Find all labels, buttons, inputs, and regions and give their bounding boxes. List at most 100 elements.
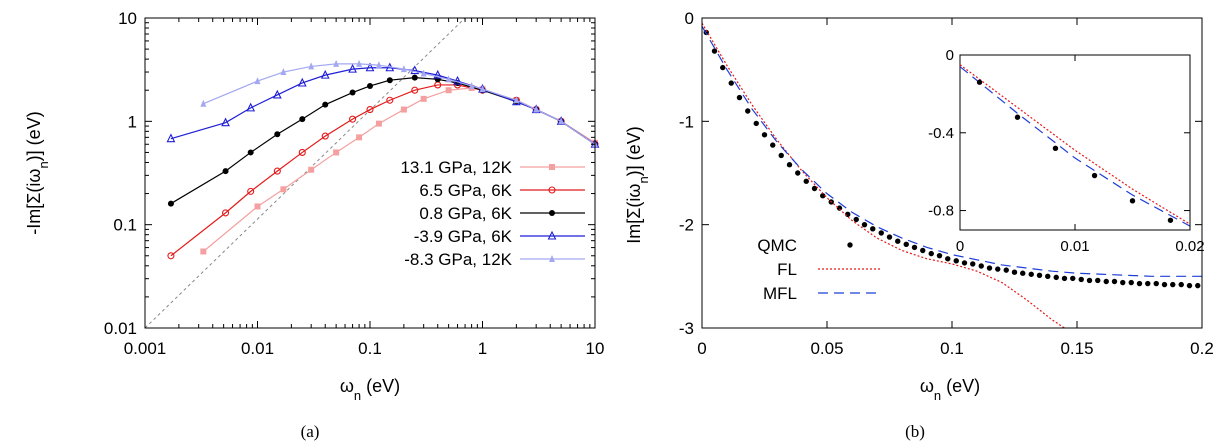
inset-y-tick-label: -0.4 [928,125,954,142]
inset-qmc-point [1129,198,1136,204]
qmc-point [720,64,726,71]
qmc-point [903,241,909,247]
inset-series [959,64,1191,227]
panel-a-caption: (a) [301,422,320,441]
inset-x-tick-label: 0.02 [1175,238,1204,255]
data-point [322,101,329,108]
data-point [513,96,520,104]
data-point [410,65,420,75]
qmc-point [728,80,734,86]
inset-y-tick-label: 0 [946,47,954,64]
data-point [386,96,394,104]
data-point [297,77,307,87]
qmc-point [1136,280,1143,287]
qmc-point [936,252,943,259]
qmc-point [945,256,951,262]
qmc-point [711,48,718,54]
data-point [274,131,281,138]
data-point [167,200,174,207]
series-b-mfl [701,25,1202,277]
qmc-point [795,170,801,176]
qmc-point [820,193,826,199]
qmc-point [995,266,1001,272]
data-point [356,134,363,141]
identity-reference-line [144,17,466,329]
qmc-point [778,152,784,159]
qmc-point [761,132,768,138]
qmc-point [1145,280,1151,287]
series-line [170,84,596,257]
data-point [386,77,393,84]
qmc-point [1128,279,1134,286]
qmc-point [1028,271,1034,277]
legend-marker [549,164,555,170]
data-point [445,87,452,94]
qmc-point [1003,267,1009,273]
data-point [298,148,306,156]
data-point [200,248,207,255]
qmc-point [1086,277,1093,284]
qmc-point [1153,280,1159,287]
legend-marker [548,186,556,194]
qmc-point [1045,273,1051,280]
qmc-point [1070,275,1076,282]
series-line [170,76,596,205]
data-point [247,149,254,156]
qmc-point [803,178,809,184]
qmc-point [1011,269,1018,275]
y-tick-label: 10 [118,9,137,28]
legend-marker [549,255,555,262]
data-point [272,89,282,99]
inset-qmc-point [976,79,983,85]
qmc-point [861,221,868,228]
series-a-4 [200,59,598,148]
data-point [349,89,356,96]
data-point [320,69,330,79]
data-point [349,115,357,123]
inset-ticks: 0 0.01 0.02 0 -0.4 -0.8 [928,47,1204,255]
legend-marker [847,242,853,248]
legend-label: 6.5 GPa, 6K [419,181,512,200]
data-point [299,116,306,123]
x-tick-label: 0.1 [358,339,382,358]
series-a-2 [167,74,598,207]
qmc-point [770,142,776,148]
data-point [200,99,207,107]
data-point [166,133,176,143]
inset-qmc-point [1014,114,1021,120]
qmc-point [1186,282,1193,289]
qmc-point [1161,281,1168,288]
qmc-point [895,238,901,244]
data-point [420,69,427,77]
data-point [356,59,363,67]
qmc-point [970,261,976,267]
data-point [321,132,329,140]
x-tick-label: 0.1 [940,339,964,358]
data-point [333,149,340,156]
data-point [558,117,565,125]
x-tick-label: 10 [586,339,605,358]
x-tick-label: 0.15 [1060,339,1093,358]
data-point [254,77,261,85]
data-point [366,106,374,114]
qmc-point [1178,281,1184,288]
data-point [308,62,315,70]
qmc-point [870,226,876,232]
qmc-point [1061,275,1068,282]
series-b-qmc [703,29,1201,289]
inset-qmc-point [1052,145,1059,152]
qmc-point [786,162,793,168]
x-tick-label: 1 [478,339,487,358]
data-point [348,63,357,73]
legend-label: -8.3 GPa, 12K [404,250,512,269]
x-tick-label: 0.001 [124,339,167,358]
y-tick-label: 0.01 [104,319,137,338]
qmc-point [745,108,751,114]
fit-line [701,22,1065,329]
y-tick-label: -2 [679,216,694,235]
data-point [479,85,486,93]
data-point [222,209,230,217]
series-line [170,67,596,145]
